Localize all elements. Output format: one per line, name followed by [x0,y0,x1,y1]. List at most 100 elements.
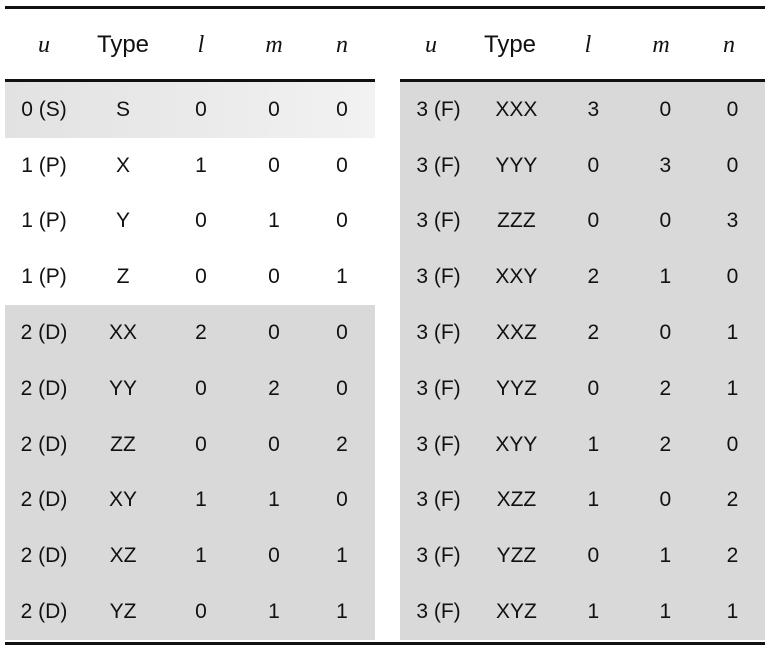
table-cell: 2 (D) [20,600,68,624]
table-cell: 1 [659,600,672,624]
table-cell: 0 [726,97,739,121]
table-cell: 2 (D) [20,488,68,512]
table-cell: 0 [195,376,207,400]
table-row: 3 (F) XYZ 1 1 1 [400,584,765,640]
table-cell: 0 [268,97,280,121]
table-cell: 1 [268,209,280,233]
table-cell: 0 (S) [21,97,67,121]
table-cell: 3 (F) [416,153,461,177]
table-cell: 0 [336,321,348,345]
column-header: l [584,32,592,58]
table-row: 2 (D) YY 0 2 0 [5,360,375,417]
header-left: u Type l m n [5,22,375,68]
table-cell: 1 [659,544,672,568]
table-right: 3 (F) XXX 3 0 0 3 (F) YYY 0 3 0 3 (F) ZZZ 0 0 3 3 (F) XX… [400,82,765,640]
table-cell: 3 (F) [416,544,461,568]
column-header: m [652,32,670,58]
header-rule-right [400,79,765,82]
table-cell: 1 (P) [21,153,67,177]
table-cell: 1 [195,544,207,568]
column-header: Type [96,31,150,58]
table-row: 2 (D) YZ 0 1 1 [5,584,375,640]
table-cell: 3 (F) [416,600,461,624]
table-cell: YZZ [496,544,537,568]
table-row: 3 (F) XXZ 2 0 1 [400,305,765,361]
column-header: u [425,32,437,58]
table-row: 3 (F) YYY 0 3 0 [400,138,765,194]
table-cell: 1 [268,600,280,624]
table-cell: 2 [659,376,672,400]
table-cell: 0 [659,209,672,233]
table-left: 0 (S) S 0 0 0 1 (P) X 1 0 0 1 (P) Y 0 1 0 1 (P) Z 0 0 1 2 (D… [5,82,375,640]
column-header: Type [483,31,537,58]
table-row: 0 (S) S 0 0 0 [5,82,375,138]
table-cell: XXY [495,265,538,289]
table-row: 3 (F) YYZ 0 2 1 [400,361,765,417]
table-cell: 2 [659,432,672,456]
table-cell: XXX [495,97,538,121]
table-row: 1 (P) X 1 0 0 [5,138,375,194]
table-cell: 0 [268,265,280,289]
table-cell: 1 [587,432,600,456]
table-cell: 2 [726,544,739,568]
table-cell: 3 [659,153,672,177]
top-rule [5,6,765,9]
table-cell: 1 [587,600,600,624]
table-cell: 3 (F) [416,97,461,121]
table-row: 2 (D) XX 2 0 0 [5,305,375,361]
header-rule-left [5,79,375,82]
table-row: 1 (P) Y 0 1 0 [5,194,375,250]
table-cell: 0 [336,97,348,121]
table-cell: 1 [195,153,207,177]
table-row: 2 (D) XY 1 1 0 [5,472,375,529]
table-cell: 2 [268,376,280,400]
column-header: m [265,32,283,58]
table-cell: 3 (F) [416,376,461,400]
table-cell: S [115,97,130,121]
table-row: 3 (F) YZZ 0 1 2 [400,528,765,584]
table-cell: YYY [495,153,538,177]
table-cell: 0 [587,544,600,568]
header-right: u Type l m n [392,22,762,68]
table-cell: 2 [726,488,739,512]
table-cell: 3 (F) [416,209,461,233]
table-cell: 0 [336,209,348,233]
table-cell: 2 [587,321,600,345]
table-cell: XYY [495,432,538,456]
table-cell: 3 [587,97,600,121]
table-cell: 0 [195,97,207,121]
table-cell: XZZ [496,488,537,512]
table-cell: 1 [726,600,739,624]
table-cell: 0 [659,97,672,121]
table-cell: 0 [268,321,280,345]
table-cell: 0 [336,488,348,512]
table-cell: 1 [336,600,348,624]
table-cell: XY [108,488,137,512]
table-cell: 1 [268,488,280,512]
table-cell: 1 [336,544,348,568]
table-cell: 2 (D) [20,544,68,568]
table-cell: XXZ [495,321,537,345]
table-cell: 0 [268,544,280,568]
table-cell: 2 (D) [20,432,68,456]
table-cell: YZ [109,600,137,624]
column-header: n [336,32,348,58]
bottom-rule [5,642,765,645]
table-cell: 2 [195,321,207,345]
table-cell: 3 (F) [416,488,461,512]
table-row: 2 (D) ZZ 0 0 2 [5,416,375,473]
table-cell: 1 [726,376,739,400]
column-header: u [38,32,50,58]
table-cell: YYZ [495,376,537,400]
table-cell: 0 [726,432,739,456]
table-cell: 0 [587,376,600,400]
table-cell: 3 (F) [416,321,461,345]
table-cell: 0 [195,600,207,624]
column-header: l [197,32,205,58]
table-cell: 1 [336,265,348,289]
table-cell: 0 [268,153,280,177]
table-cell: Y [115,209,130,233]
table-cell: 0 [587,153,600,177]
table-cell: 3 (F) [416,265,461,289]
table-cell: 1 [726,321,739,345]
